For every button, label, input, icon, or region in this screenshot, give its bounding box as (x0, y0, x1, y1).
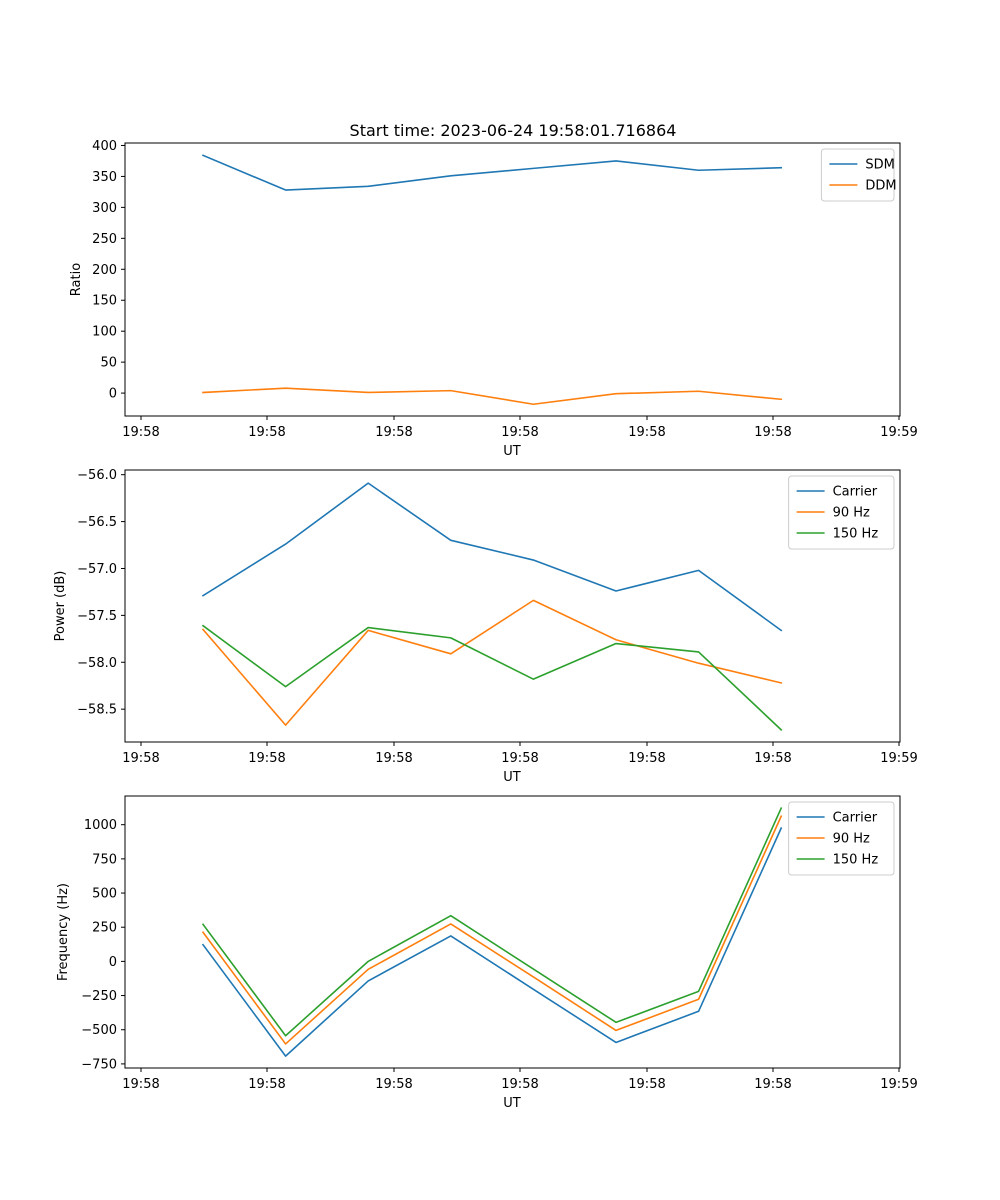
axes-frame (124, 142, 901, 417)
chart-panel-2: 19:58 19:58 19:58 19:58 19:58 19:58 19:59 −58.5… (53, 468, 918, 785)
legend-label: 90 Hz (833, 832, 870, 847)
y-tick-label: −58.0 (77, 656, 117, 671)
y-tick-label: 0 (109, 955, 117, 970)
legend-label: 90 Hz (833, 506, 870, 521)
legend: Carrier 90 Hz 150 Hz (788, 475, 895, 550)
legend-box (820, 148, 895, 202)
series-line-90-hz (201, 599, 783, 726)
y-tick-label: 100 (92, 325, 117, 340)
legend-label: Carrier (833, 811, 878, 826)
figure-title: Start time: 2023-06-24 19:58:01.716864 (350, 121, 677, 140)
y-tick-label: −58.5 (77, 703, 117, 718)
legend: SDM DDM (820, 148, 897, 202)
x-tick-label: 19:58 (248, 1077, 285, 1092)
legend-label: 150 Hz (833, 527, 879, 542)
x-tick-label: 19:58 (501, 751, 538, 766)
legend-label: Carrier (833, 485, 878, 500)
y-tick-label: 500 (92, 887, 117, 902)
y-tick-label: 400 (92, 139, 117, 154)
axes-frame (124, 469, 901, 743)
y-tick-label: 0 (109, 387, 117, 402)
x-tick-label: 19:59 (880, 751, 917, 766)
x-axis-label: UT (503, 1096, 521, 1111)
x-tick-label: 19:58 (754, 1077, 791, 1092)
x-tick-label: 19:58 (122, 425, 159, 440)
legend-label: SDM (865, 158, 894, 173)
y-tick-label: −57.0 (77, 562, 117, 577)
y-tick-label: 1000 (84, 818, 117, 833)
legend-box (788, 801, 895, 876)
x-tick-label: 19:58 (628, 1077, 665, 1092)
series-line-150-hz (201, 624, 783, 731)
y-tick-label: −57.5 (77, 609, 117, 624)
legend: Carrier 90 Hz 150 Hz (788, 801, 895, 876)
x-tick-label: 19:58 (375, 425, 412, 440)
x-tick-label: 19:58 (122, 751, 159, 766)
x-tick-label: 19:58 (628, 425, 665, 440)
x-axis-label: UT (503, 444, 521, 459)
series-line-sdm (201, 154, 783, 191)
chart-panel-3: 19:58 19:58 19:58 19:58 19:58 19:58 19:59 −750 −… (56, 795, 918, 1111)
x-axis-label: UT (503, 770, 521, 785)
x-tick-label: 19:58 (248, 751, 285, 766)
x-tick-label: 19:58 (375, 1077, 412, 1092)
x-tick-label: 19:58 (122, 1077, 159, 1092)
y-tick-label: −500 (81, 1023, 117, 1038)
series-line-carrier (201, 482, 783, 632)
legend-label: DDM (865, 179, 896, 194)
y-axis-label: Frequency (Hz) (56, 883, 71, 981)
axes-frame (124, 795, 901, 1069)
y-tick-label: −250 (81, 989, 117, 1004)
legend-box (788, 475, 895, 550)
y-tick-label: −750 (81, 1057, 117, 1072)
legend-label: 150 Hz (833, 853, 879, 868)
y-tick-label: 250 (92, 921, 117, 936)
y-tick-label: 750 (92, 852, 117, 867)
x-tick-label: 19:58 (248, 425, 285, 440)
y-axis-label: Ratio (69, 263, 84, 296)
series-line-90-hz (201, 815, 783, 1045)
x-tick-label: 19:58 (375, 751, 412, 766)
y-tick-label: 250 (92, 232, 117, 247)
y-axis-label: Power (dB) (53, 571, 68, 642)
series-line-carrier (201, 827, 783, 1057)
x-tick-label: 19:58 (754, 751, 791, 766)
x-tick-label: 19:58 (628, 751, 665, 766)
x-tick-label: 19:59 (880, 425, 917, 440)
y-tick-label: −56.0 (77, 468, 117, 483)
series-line-ddm (202, 387, 783, 406)
x-tick-label: 19:58 (754, 425, 791, 440)
y-tick-label: 200 (92, 263, 117, 278)
series-line-150-hz (201, 807, 783, 1037)
y-tick-label: 300 (92, 201, 117, 216)
x-tick-label: 19:59 (880, 1077, 917, 1092)
chart-panel-1: 19:58 19:58 19:58 19:58 19:58 19:58 19:59 0 50 10… (69, 139, 918, 459)
x-tick-label: 19:58 (501, 1077, 538, 1092)
y-tick-label: −56.5 (77, 515, 117, 530)
y-tick-label: 50 (100, 356, 117, 371)
y-tick-label: 350 (92, 170, 117, 185)
x-tick-label: 19:58 (501, 425, 538, 440)
y-tick-label: 150 (92, 294, 117, 309)
